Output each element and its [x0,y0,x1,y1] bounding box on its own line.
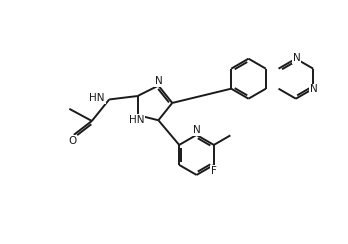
Text: HN: HN [129,115,145,125]
Text: N: N [293,53,300,63]
Text: F: F [211,166,217,176]
Text: N: N [155,76,163,86]
Text: O: O [68,136,76,146]
Text: HN: HN [89,93,105,103]
Text: N: N [310,84,318,94]
Text: N: N [193,125,200,135]
